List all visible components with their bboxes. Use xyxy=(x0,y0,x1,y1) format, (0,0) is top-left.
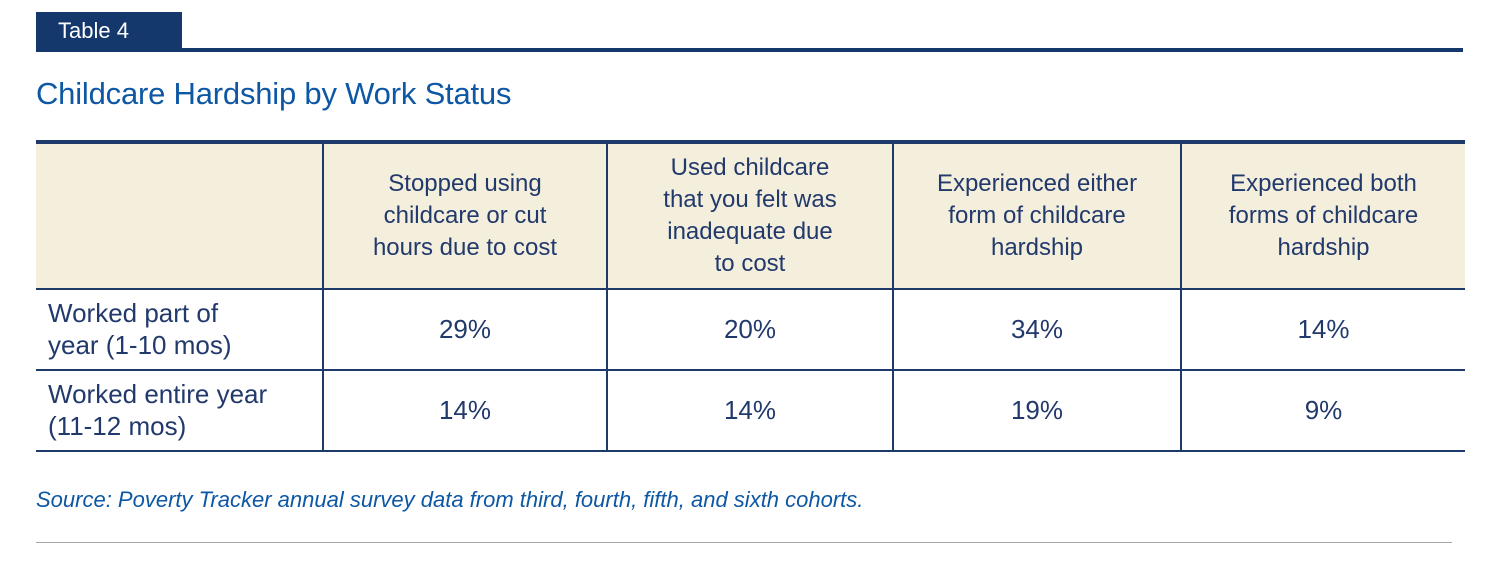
value-cell: 29% xyxy=(322,288,607,370)
row-label: Worked part of year (1-10 mos) xyxy=(36,288,323,370)
column-header-either-hardship: Experienced either form of childcare har… xyxy=(892,142,1181,290)
table-number-badge: Table 4 xyxy=(36,12,182,52)
column-header-both-hardships: Experienced both forms of childcare hard… xyxy=(1180,142,1465,290)
value-cell: 14% xyxy=(322,368,607,451)
bottom-divider-line xyxy=(36,542,1452,543)
table-header-row: Stopped using childcare or cut hours due… xyxy=(36,142,1465,290)
value-cell: 20% xyxy=(606,288,893,370)
table-title: Childcare Hardship by Work Status xyxy=(36,76,512,111)
column-header-inadequate-childcare: Used childcare that you felt was inadequ… xyxy=(606,142,893,290)
table-row-worked-entire-year: Worked entire year (11-12 mos) 14% 14% 1… xyxy=(36,368,1465,451)
column-header-stopped-childcare: Stopped using childcare or cut hours due… xyxy=(322,142,607,290)
source-note: Source: Poverty Tracker annual survey da… xyxy=(36,487,864,512)
value-cell: 9% xyxy=(1180,368,1465,451)
value-cell: 14% xyxy=(1180,288,1465,370)
row-label: Worked entire year (11-12 mos) xyxy=(36,368,323,451)
table-badge-bar: Table 4 xyxy=(36,12,1463,52)
childcare-hardship-table: Stopped using childcare or cut hours due… xyxy=(36,140,1465,452)
value-cell: 19% xyxy=(892,368,1181,451)
badge-rule-line xyxy=(36,48,1463,52)
value-cell: 34% xyxy=(892,288,1181,370)
table-number-label: Table 4 xyxy=(58,18,129,43)
table-row-worked-part-of-year: Worked part of year (1-10 mos) 29% 20% 3… xyxy=(36,288,1465,370)
value-cell: 14% xyxy=(606,368,893,451)
corner-empty-cell xyxy=(36,142,323,290)
